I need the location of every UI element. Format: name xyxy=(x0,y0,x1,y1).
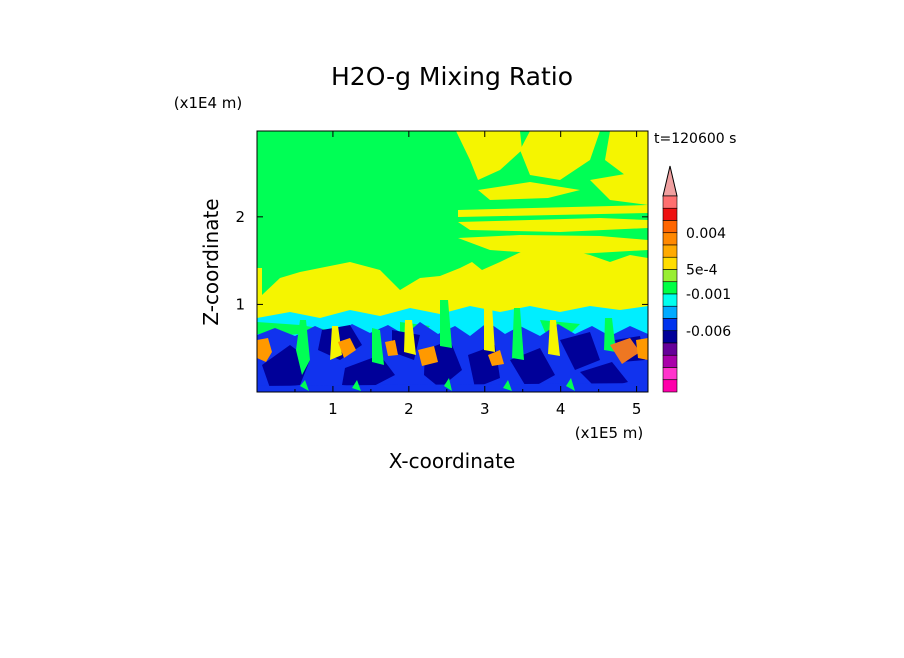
x-tick-label: 3 xyxy=(480,400,490,418)
y-axis-label: Z-coordinate xyxy=(199,198,223,325)
x-axis-label: X-coordinate xyxy=(389,449,516,473)
colorbar-cell xyxy=(662,305,678,319)
y-unit-label: (x1E4 m) xyxy=(174,94,243,112)
colorbar-cell xyxy=(662,379,678,393)
y-tick-label: 2 xyxy=(235,208,245,226)
x-unit-label: (x1E5 m) xyxy=(575,424,644,442)
colorbar-cell xyxy=(662,195,678,209)
y-tick-label: 1 xyxy=(235,295,245,313)
colorbar-cell xyxy=(662,330,678,344)
x-axis-ticks: 1 2 3 4 5 xyxy=(294,131,642,418)
colorbar-labels: 0.004 5e-4 -0.001 -0.006 xyxy=(686,226,731,340)
colorbar-cell xyxy=(662,256,678,270)
colorbar-cell xyxy=(662,220,678,234)
x-tick-label: 5 xyxy=(632,400,642,418)
colorbar-tick-label: 5e-4 xyxy=(686,263,718,279)
chart-title: H2O-g Mixing Ratio xyxy=(331,62,573,91)
colorbar xyxy=(662,165,678,393)
colorbar-cell xyxy=(662,293,678,307)
y-axis-ticks: 12 xyxy=(235,208,648,313)
colorbar-tick-label: -0.006 xyxy=(686,324,731,340)
colorbar-cell xyxy=(662,342,678,356)
plot-frame xyxy=(256,130,649,393)
colorbar-cell xyxy=(662,367,678,381)
colorbar-cell xyxy=(662,354,678,368)
colorbar-extend-arrow xyxy=(662,165,678,197)
mixing-ratio-field xyxy=(257,131,648,392)
colorbar-tick-label: -0.001 xyxy=(686,287,731,303)
colorbar-cell xyxy=(662,269,678,283)
x-tick-label: 1 xyxy=(328,400,338,418)
colorbar-cell xyxy=(662,244,678,258)
colorbar-cell xyxy=(662,318,678,332)
colorbar-cell xyxy=(662,207,678,221)
x-tick-label: 4 xyxy=(556,400,566,418)
colorbar-cell xyxy=(662,281,678,295)
time-label: t=120600 s xyxy=(654,131,736,147)
x-tick-label: 2 xyxy=(404,400,414,418)
colorbar-cell xyxy=(662,232,678,246)
colorbar-tick-label: 0.004 xyxy=(686,226,726,242)
